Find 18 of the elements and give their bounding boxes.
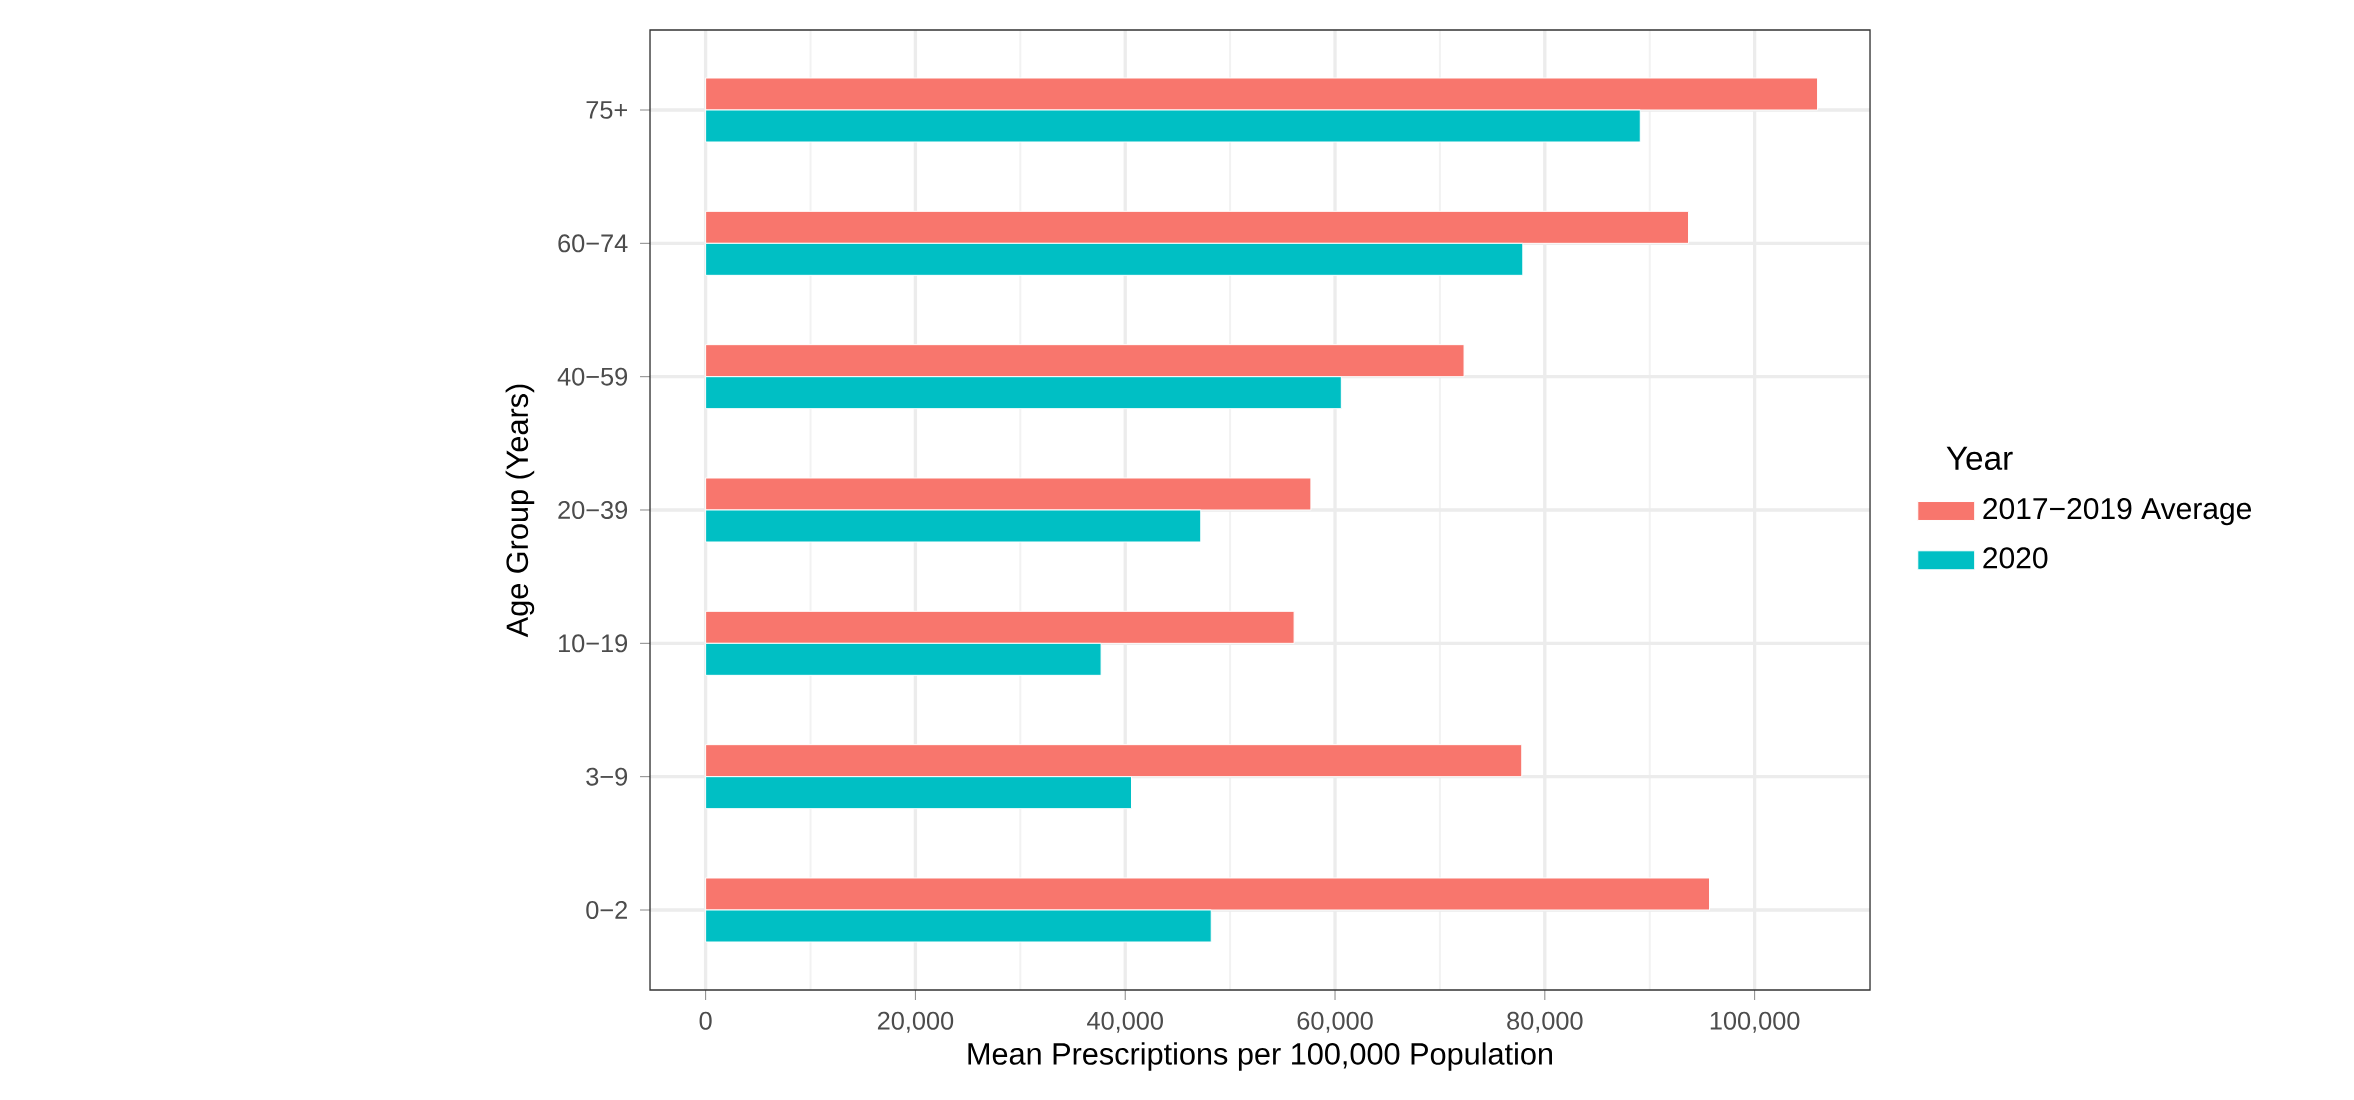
y-tick-label: 20−39	[558, 501, 628, 519]
x-tick-label: 40,000	[1087, 1011, 1163, 1033]
x-tick-label: 60,000	[1297, 1011, 1373, 1033]
y-tick-label: 75+	[586, 101, 627, 119]
legend-label: 2017−2019 Average	[1983, 498, 2252, 526]
legend-label: 2020	[1983, 547, 2048, 569]
legend-title: Year	[1946, 446, 2013, 470]
y-tick-label: 40−59	[557, 367, 628, 386]
y-tick-label: 0−2	[586, 901, 627, 919]
x-tick-label: 80,000	[1507, 1011, 1583, 1033]
x-axis-title: Mean Prescriptions per 100,000 Population	[968, 1042, 1552, 1071]
y-tick-label: 3−9	[586, 767, 628, 786]
x-tick-label: 20,000	[877, 1011, 954, 1033]
x-tick-label: 0	[699, 1011, 712, 1030]
y-tick-label: 60−74	[558, 234, 628, 253]
x-tick-label: 100,000	[1710, 1011, 1800, 1033]
y-tick-label: 10−19	[559, 634, 628, 653]
y-axis-title: Age Group (Years)	[505, 384, 535, 638]
